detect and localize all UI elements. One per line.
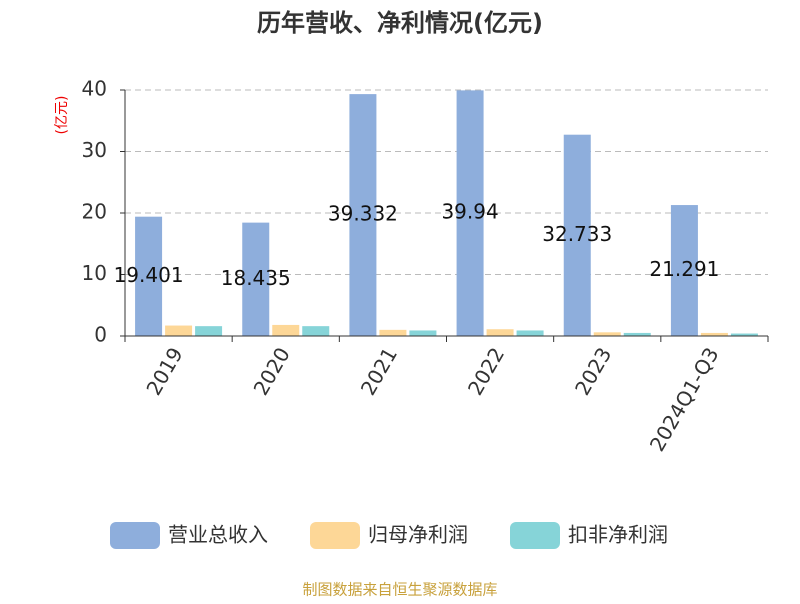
x-tick-label: 2021: [356, 343, 402, 399]
bar: [165, 325, 193, 336]
bar: [135, 216, 163, 336]
bar: [272, 324, 300, 336]
data-label: 21.291: [649, 257, 719, 281]
bar: [242, 222, 270, 336]
data-label: 18.435: [221, 266, 291, 290]
data-label: 39.94: [441, 200, 498, 224]
bar: [516, 330, 544, 336]
x-tick-label: 2022: [463, 343, 509, 399]
data-label: 39.332: [328, 202, 398, 226]
legend-swatch: [310, 522, 360, 549]
bar: [563, 134, 591, 336]
y-tick-label: 40: [82, 77, 107, 101]
bar: [486, 329, 514, 336]
x-tick-label: 2023: [570, 343, 616, 399]
legend-label: 归母净利润: [368, 523, 468, 547]
y-tick-label: 30: [82, 138, 107, 162]
bar: [730, 333, 758, 336]
bar: [379, 329, 407, 336]
y-tick-label: 10: [82, 261, 107, 285]
bar: [623, 332, 651, 336]
x-tick-label: 2024Q1-Q3: [645, 343, 724, 455]
legend-label: 扣非净利润: [568, 523, 668, 547]
x-tick-label: 2019: [141, 343, 187, 399]
bar: [195, 326, 223, 336]
legend-swatch: [110, 522, 160, 549]
chart-title: 历年营收、净利情况(亿元): [257, 9, 543, 37]
y-tick-label: 20: [82, 200, 107, 224]
data-label: 19.401: [114, 263, 184, 287]
y-axis-label: (亿元): [54, 96, 70, 135]
x-tick-label: 2020: [249, 343, 295, 399]
bar: [700, 332, 728, 336]
bar: [409, 330, 437, 336]
data-label: 32.733: [542, 222, 612, 246]
bar: [349, 94, 377, 336]
source-note: 制图数据来自恒生聚源数据库: [302, 581, 497, 599]
y-tick-label: 0: [94, 323, 107, 347]
bar: [456, 90, 484, 336]
legend-swatch: [510, 522, 560, 549]
bar: [302, 326, 330, 336]
legend-label: 营业总收入: [168, 523, 268, 547]
bar: [670, 205, 698, 336]
bar: [593, 332, 621, 336]
